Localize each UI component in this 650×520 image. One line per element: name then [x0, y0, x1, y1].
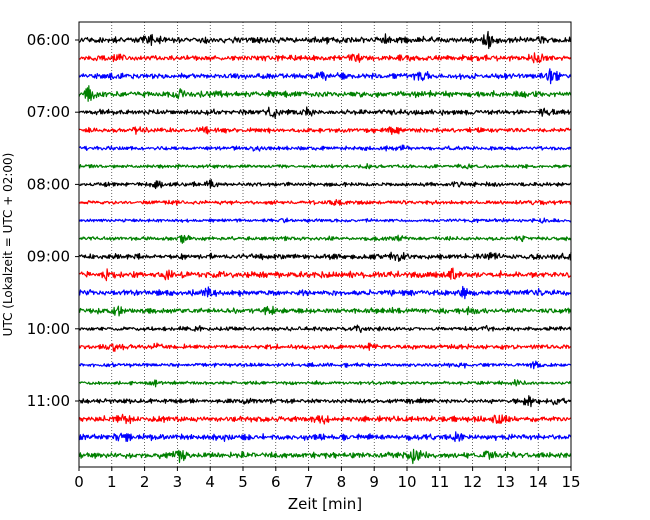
trace-0630 [78, 68, 572, 85]
trace-0900 [78, 251, 572, 262]
y-tick-label: 10:00 [27, 320, 70, 338]
y-tick-label: 06:00 [27, 31, 70, 49]
trace-1130 [78, 431, 572, 443]
trace-1030 [78, 360, 572, 370]
trace-0830 [78, 217, 572, 224]
trace-1045 [78, 378, 572, 388]
trace-0700 [78, 106, 572, 119]
trace-0645 [78, 85, 572, 102]
x-tick-label: 3 [173, 473, 183, 491]
x-tick-label: 12 [463, 473, 482, 491]
trace-0615 [78, 52, 572, 64]
x-axis-label: Zeit [min] [288, 495, 362, 513]
x-tick-label: 9 [369, 473, 379, 491]
x-tick-label: 15 [561, 473, 580, 491]
x-tick-label: 6 [271, 473, 281, 491]
trace-0715 [78, 125, 572, 135]
y-axis-ticks: 06:00 07:00 08:00 09:00 10:00 11:00 [27, 31, 79, 410]
x-tick-label: 4 [205, 473, 215, 491]
trace-1145 [78, 448, 572, 465]
x-tick-label: 10 [397, 473, 416, 491]
x-tick-label: 14 [529, 473, 548, 491]
x-tick-label: 7 [304, 473, 314, 491]
x-tick-label: 8 [337, 473, 347, 491]
trace-1000 [78, 324, 572, 334]
x-tick-label: 13 [496, 473, 515, 491]
seismic-traces [78, 30, 572, 465]
y-axis-label: UTC (Lokalzeit = UTC + 02:00) [1, 153, 15, 337]
plot-frame [78, 21, 572, 468]
y-tick-label: 09:00 [27, 248, 70, 266]
y-tick-label: 07:00 [27, 103, 70, 121]
x-tick-label: 11 [430, 473, 449, 491]
x-tick-label: 1 [107, 473, 117, 491]
trace-0945 [78, 305, 572, 317]
trace-1100 [78, 395, 572, 408]
trace-0800 [78, 178, 572, 190]
x-axis-ticks: 0 1 2 3 4 5 6 7 8 9 10 11 12 13 14 15 [74, 467, 581, 491]
x-tick-label: 5 [238, 473, 248, 491]
trace-0815 [78, 198, 572, 206]
trace-0600 [78, 30, 572, 50]
trace-0730 [78, 144, 572, 152]
trace-0745 [78, 163, 572, 170]
grid-lines [111, 22, 539, 467]
y-tick-label: 11:00 [27, 392, 70, 410]
trace-1015 [78, 342, 572, 353]
x-tick-label: 2 [140, 473, 150, 491]
trace-0930 [78, 285, 572, 300]
x-tick-label: 0 [74, 473, 84, 491]
y-tick-label: 08:00 [27, 175, 70, 193]
trace-0915 [78, 267, 572, 282]
trace-0845 [78, 234, 572, 244]
trace-1115 [78, 413, 572, 425]
